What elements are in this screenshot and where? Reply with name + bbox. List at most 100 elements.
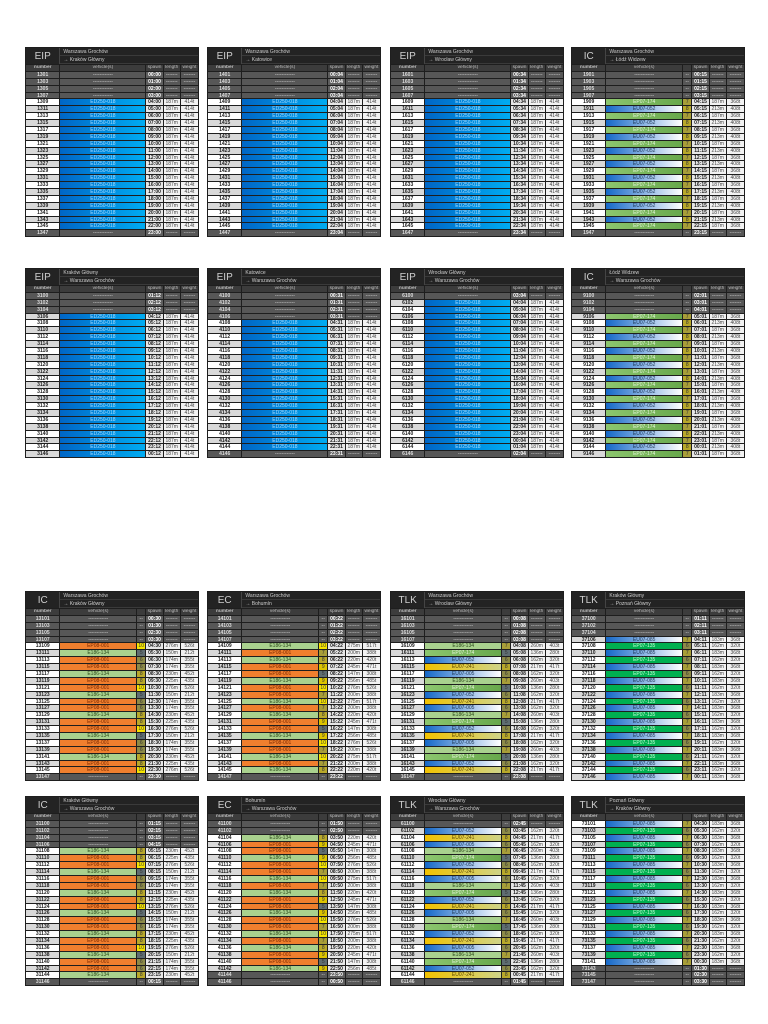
table-row[interactable]: 13145 EP08-001 10 22:30 276m 526t (26, 766, 198, 774)
table-row[interactable]: 61134 EU07-241 8 19:45 217m 417t (391, 937, 563, 944)
table-row[interactable]: 4116 ED250-018 08:31 187m 414t (208, 347, 380, 354)
table-row[interactable]: 41126 E186-134 9 14:50 256m 485t (208, 909, 380, 917)
table-row[interactable]: 61108 E186-134 7 06:45 260m 403t (391, 847, 563, 855)
table-row[interactable]: 3114 ED250-018 08:12 187m 414t (26, 340, 198, 348)
table-row[interactable]: 1615 ED250-018 07:34 187m 414t (391, 119, 563, 127)
table-row[interactable]: 1911 EU07-052 8 05:15 213m 408t (572, 105, 744, 113)
table-row[interactable]: 41142 E186-134 9 22:50 256m 485t (208, 964, 380, 972)
table-row[interactable]: 31100 ------------ -- 01:15 ------- ------- (26, 819, 198, 827)
table-row[interactable]: 1447 ------------ 23:04 ------- ------- (208, 229, 380, 237)
table-row[interactable]: 14143 EP08-001 7 21:22 200m 388t (208, 759, 380, 767)
table-row[interactable]: 14123 EP08-001 7 11:22 200m 388t (208, 690, 380, 698)
table-row[interactable]: 3144 ED250-018 23:12 187m 414t (26, 443, 198, 451)
table-row[interactable]: 16121 EP07-174 5 10:08 136m 280t (391, 683, 563, 691)
table-row[interactable]: 6130 ED250-018 18:04 187m 414t (391, 395, 563, 403)
table-row[interactable]: 4108 ED250-018 04:31 187m 414t (208, 319, 380, 327)
table-row[interactable]: 1431 ED250-018 15:04 187m 414t (208, 174, 380, 182)
table-row[interactable]: 61122 EU07-052 6 13:45 162m 320t (391, 895, 563, 903)
table-row[interactable]: 73129 EU07-085 7 18:30 183m 368t (572, 916, 744, 924)
table-row[interactable]: 1443 ED250-018 21:04 187m 414t (208, 215, 380, 223)
table-row[interactable]: 31138 E186-134 5 20:15 150m 212t (26, 950, 198, 958)
table-row[interactable]: 16145 EU07-241 8 22:08 217m 417t (391, 766, 563, 774)
table-row[interactable]: 1307 ------------ 03:00 ------- ------- (26, 91, 198, 99)
table-row[interactable]: 73141 EU07-085 7 00:30 183m 368t (572, 957, 744, 965)
table-row[interactable]: 1633 ED250-018 16:34 187m 414t (391, 181, 563, 189)
table-row[interactable]: 37120 EP07-135 6 11:11 162m 320t (572, 683, 744, 691)
table-row[interactable]: 41122 EP08-001 9 12:50 245m 471t (208, 895, 380, 903)
table-row[interactable]: 3116 ED250-018 09:12 187m 414t (26, 347, 198, 354)
table-row[interactable]: 1607 ------------ 03:34 ------- ------- (391, 91, 563, 99)
table-row[interactable]: 1943 EU07-052 8 21:15 213m 408t (572, 215, 744, 223)
table-row[interactable]: 31136 EP08-001 10 19:15 276m 526t (26, 943, 198, 951)
table-row[interactable]: 41100 ------------ -- 01:50 ------- ------- (208, 819, 380, 827)
table-row[interactable]: 1435 ED250-018 17:04 187m 414t (208, 188, 380, 195)
table-row[interactable]: 14127 EP08-001 7 13:22 200m 388t (208, 704, 380, 712)
table-row[interactable]: 13111 E186-134 5 05:30 150m 212t (26, 649, 198, 657)
table-row[interactable]: 73109 EU07-085 7 08:30 183m 368t (572, 847, 744, 855)
table-row[interactable]: 13133 EP08-001 10 16:30 276m 526t (26, 725, 198, 733)
table-row[interactable]: 37126 EU07-085 7 14:11 183m 368t (572, 704, 744, 712)
table-row[interactable]: 6132 ED250-018 19:04 187m 414t (391, 402, 563, 410)
table-row[interactable]: 6110 ED250-018 08:04 187m 414t (391, 326, 563, 334)
table-row[interactable]: 14109 E186-134 10 04:22 275m 517t (208, 642, 380, 650)
table-row[interactable]: 41108 EP08-001 5 05:50 147m 308t (208, 847, 380, 855)
table-row[interactable]: 37114 EU07-085 7 08:11 183m 368t (572, 663, 744, 671)
table-row[interactable]: 6118 ED250-018 12:04 187m 414t (391, 353, 563, 361)
table-row[interactable]: 4122 ED250-018 11:31 187m 414t (208, 367, 380, 375)
table-row[interactable]: 9122 EP07-174 7 13:01 187m 368t (572, 367, 744, 375)
table-row[interactable]: 1639 ED250-018 19:34 187m 414t (391, 201, 563, 209)
table-row[interactable]: 9130 EP07-174 7 17:01 187m 368t (572, 395, 744, 403)
table-row[interactable]: 16141 EP07-174 5 20:08 136m 280t (391, 752, 563, 760)
table-row[interactable]: 4130 ED250-018 15:31 187m 414t (208, 395, 380, 403)
table-row[interactable]: 4140 ED250-018 20:31 187m 414t (208, 429, 380, 437)
table-row[interactable]: 1411 ED250-018 05:04 187m 414t (208, 105, 380, 113)
table-row[interactable]: 6106 ED250-018 06:04 187m 414t (391, 312, 563, 320)
table-row[interactable]: 16101 ------------ -- 00:08 ------- ------- (391, 614, 563, 622)
table-row[interactable]: 1403 ------------ 01:04 ------- ------- (208, 77, 380, 85)
table-row[interactable]: 61132 EU07-052 6 18:45 162m 320t (391, 930, 563, 938)
table-row[interactable]: 1305 ------------ 02:00 ------- ------- (26, 84, 198, 92)
table-row[interactable]: 41102 ------------ -- 02:50 ------- ------- (208, 826, 380, 834)
table-row[interactable]: 14147 ------------ -- 23:22 ------- ------- (208, 773, 380, 781)
table-row[interactable]: 16111 EP07-174 5 05:08 136m 280t (391, 649, 563, 657)
table-row[interactable]: 61102 EU07-052 6 03:45 162m 320t (391, 826, 563, 834)
table-row[interactable]: 73107 EP07-135 6 07:30 162m 320t (572, 840, 744, 848)
table-row[interactable]: 1313 ED250-018 06:00 187m 414t (26, 112, 198, 120)
table-row[interactable]: 1921 EP07-174 7 10:15 187m 368t (572, 139, 744, 147)
table-row[interactable]: 9110 EP07-174 7 07:01 187m 368t (572, 326, 744, 334)
table-row[interactable]: 1311 ED250-018 05:00 187m 414t (26, 105, 198, 113)
table-row[interactable]: 3122 ED250-018 12:12 187m 414t (26, 367, 198, 375)
table-row[interactable]: 1933 EP07-174 7 16:15 187m 368t (572, 181, 744, 189)
table-row[interactable]: 6138 ED250-018 22:04 187m 414t (391, 422, 563, 430)
table-row[interactable]: 3120 ED250-018 11:12 187m 414t (26, 360, 198, 368)
table-row[interactable]: 16131 EP07-174 5 15:08 136m 280t (391, 718, 563, 726)
table-row[interactable]: 37124 EP07-135 6 13:11 162m 320t (572, 697, 744, 705)
table-row[interactable]: 73135 EP07-135 6 21:30 162m 320t (572, 937, 744, 944)
table-row[interactable]: 9100 ------------ -- 02:01 ------- ------- (572, 291, 744, 299)
table-row[interactable]: 9132 EU07-052 8 18:01 213m 408t (572, 402, 744, 410)
table-row[interactable]: 3102 ------------ 02:12 ------- ------- (26, 298, 198, 306)
table-row[interactable]: 13121 EP08-001 10 10:30 276m 526t (26, 683, 198, 691)
table-row[interactable]: 14111 EP08-001 7 05:22 200m 388t (208, 649, 380, 657)
table-row[interactable]: 37104 ------------ -- 03:11 ------- ------- (572, 628, 744, 636)
table-row[interactable]: 9114 EP07-174 7 09:01 187m 368t (572, 340, 744, 348)
table-row[interactable]: 13119 EP08-001 8 09:30 225m 435t (26, 676, 198, 684)
table-row[interactable]: 73147 ------------ -- 03:30 ------- ------- (572, 978, 744, 986)
table-row[interactable]: 41112 EP08-001 10 07:50 276m 526t (208, 861, 380, 869)
table-row[interactable]: 16129 E186-134 7 14:08 260m 403t (391, 711, 563, 719)
table-row[interactable]: 73117 EU07-085 7 12:30 183m 368t (572, 875, 744, 882)
table-row[interactable]: 14131 EP08-001 9 15:22 245m 471t (208, 718, 380, 726)
table-row[interactable]: 31114 E186-134 5 08:15 150m 212t (26, 868, 198, 876)
table-row[interactable]: 3138 ED250-018 20:12 187m 414t (26, 422, 198, 430)
table-row[interactable]: 1309 ED250-018 04:00 187m 414t (26, 98, 198, 106)
table-row[interactable]: 9134 EP07-174 7 19:01 187m 368t (572, 409, 744, 416)
table-row[interactable]: 4128 ED250-018 14:31 187m 414t (208, 388, 380, 396)
table-row[interactable]: 41110 E186-134 9 06:50 256m 485t (208, 854, 380, 862)
table-row[interactable]: 1427 ED250-018 13:04 187m 414t (208, 160, 380, 168)
table-row[interactable]: 13107 ------------ -- 03:30 ------- ------- (26, 635, 198, 643)
table-row[interactable]: 9104 ------------ -- 04:01 ------- ------- (572, 305, 744, 313)
table-row[interactable]: 73105 EU07-085 7 06:30 183m 368t (572, 833, 744, 841)
table-row[interactable]: 37134 EU07-085 7 18:11 183m 368t (572, 732, 744, 739)
table-row[interactable]: 16103 ------------ -- 01:08 ------- ------- (391, 621, 563, 629)
table-row[interactable]: 16143 EU07-052 6 21:08 162m 320t (391, 759, 563, 767)
